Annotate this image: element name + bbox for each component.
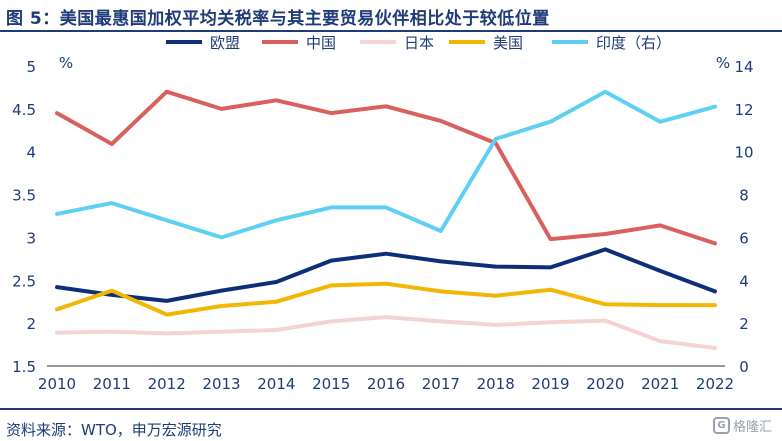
watermark-text: 格隆汇	[732, 420, 772, 435]
x-tick-label: 2012	[148, 375, 186, 393]
watermark: G 格隆汇	[712, 416, 772, 435]
legend-label: 美国	[493, 34, 523, 52]
series-line	[55, 247, 717, 303]
source-note: 资料来源：WTO，申万宏源研究	[6, 421, 222, 439]
series-line	[55, 315, 717, 350]
series-line	[55, 89, 717, 246]
y-left-tick-label: 1.5	[12, 358, 36, 376]
y-right-unit: %	[716, 54, 730, 72]
x-tick-label: 2022	[696, 375, 734, 393]
legend-label: 中国	[306, 34, 336, 52]
y-left-tick-label: 4.5	[12, 101, 36, 119]
x-tick-label: 2021	[641, 375, 679, 393]
x-tick-label: 2011	[93, 375, 131, 393]
y-left-tick-label: 3.5	[12, 187, 36, 205]
y-right-tick-label: 8	[739, 187, 749, 205]
legend-label: 日本	[404, 34, 434, 52]
series-line	[55, 89, 717, 240]
y-left-tick-label: 5	[26, 58, 36, 76]
y-left-tick-label: 3	[26, 229, 36, 247]
x-tick-label: 2010	[38, 375, 76, 393]
line-chart: 欧盟 中国 日本 美国 印度（右） 1.522.533.544.550246810121…	[12, 34, 753, 393]
y-left-tick-label: 4	[26, 144, 36, 162]
y-right-tick-label: 0	[739, 358, 749, 376]
y-left-tick-label: 2	[26, 315, 36, 333]
y-right-tick-label: 14	[734, 58, 753, 76]
series-lines	[55, 89, 717, 350]
y-right-tick-label: 12	[734, 101, 753, 119]
y-left-unit: %	[59, 54, 73, 72]
legend: 欧盟 中国 日本 美国 印度（右）	[166, 34, 671, 52]
legend-label: 欧盟	[210, 34, 240, 52]
x-tick-label: 2018	[477, 375, 515, 393]
x-tick-label: 2014	[257, 375, 295, 393]
y-left-tick-label: 2.5	[12, 272, 36, 290]
y-right-tick-label: 10	[734, 144, 753, 162]
x-tick-label: 2019	[531, 375, 569, 393]
x-tick-label: 2015	[312, 375, 350, 393]
y-right-tick-label: 2	[739, 315, 749, 333]
x-tick-label: 2016	[367, 375, 405, 393]
y-right-tick-label: 6	[739, 229, 749, 247]
x-tick-label: 2020	[586, 375, 624, 393]
figure-title: 图 5：美国最惠国加权平均关税率与其主要贸易伙伴相比处于较低位置	[6, 9, 550, 29]
source-bar: 资料来源：WTO，申万宏源研究 G 格隆汇	[0, 408, 782, 441]
series-line	[55, 281, 717, 317]
y-right-tick-label: 4	[739, 272, 749, 290]
axes: 1.5 2 2.5 3 3.5 4 4.5 5 0 2 4 6 8 10 12 14% % 2010 2011 201…	[12, 54, 753, 393]
title-bar: 图 5：美国最惠国加权平均关税率与其主要贸易伙伴相比处于较低位置	[0, 0, 782, 32]
x-tick-label: 2017	[422, 375, 460, 393]
legend-label: 印度（右）	[596, 34, 671, 52]
logo-icon: G	[712, 417, 730, 434]
x-tick-label: 2013	[202, 375, 240, 393]
